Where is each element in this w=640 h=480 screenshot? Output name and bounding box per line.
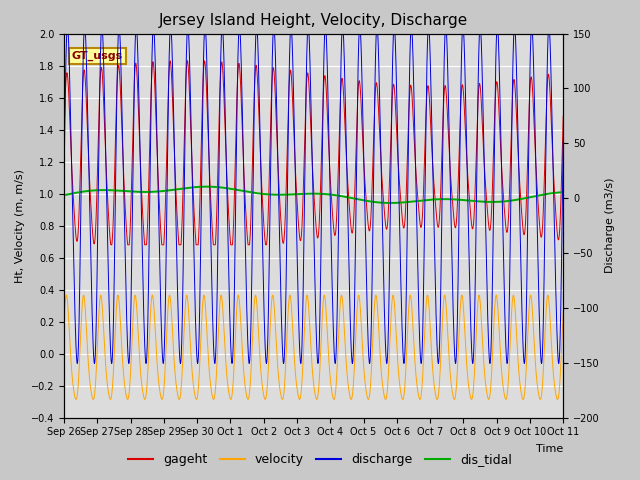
gageht: [184, 58, 191, 63]
dis_tidal: [387, 200, 394, 206]
velocity: [381, 396, 389, 402]
dis_tidal: [203, 184, 211, 190]
discharge: [511, 23, 518, 29]
dis_tidal: [150, 189, 157, 194]
Line: velocity: velocity: [64, 295, 563, 399]
Line: gageht: gageht: [64, 60, 563, 245]
Y-axis label: Discharge (m3/s): Discharge (m3/s): [605, 178, 615, 273]
velocity: [150, 301, 157, 307]
discharge: [454, 314, 461, 320]
gageht: [295, 225, 303, 231]
gageht: [107, 242, 115, 248]
dis_tidal: [559, 189, 567, 195]
X-axis label: Time: Time: [536, 444, 563, 455]
dis_tidal: [60, 192, 68, 198]
dis_tidal: [295, 191, 303, 197]
gageht: [426, 94, 433, 99]
discharge: [349, 360, 356, 366]
discharge: [60, 179, 68, 185]
velocity: [398, 394, 406, 400]
gageht: [150, 65, 157, 71]
discharge: [559, 138, 567, 144]
velocity: [559, 309, 567, 315]
dis_tidal: [454, 197, 461, 203]
dis_tidal: [426, 197, 433, 203]
gageht: [559, 130, 566, 136]
velocity: [166, 292, 173, 298]
discharge: [426, 27, 433, 33]
velocity: [559, 318, 566, 324]
dis_tidal: [559, 189, 566, 195]
velocity: [60, 320, 68, 326]
discharge: [150, 24, 157, 29]
gageht: [559, 113, 567, 119]
velocity: [454, 363, 461, 369]
Title: Jersey Island Height, Velocity, Discharge: Jersey Island Height, Velocity, Discharg…: [159, 13, 468, 28]
gageht: [454, 198, 461, 204]
gageht: [60, 134, 68, 140]
Line: dis_tidal: dis_tidal: [64, 187, 563, 203]
discharge: [559, 172, 566, 178]
velocity: [426, 308, 433, 313]
Line: discharge: discharge: [64, 26, 563, 363]
dis_tidal: [398, 200, 406, 205]
discharge: [397, 305, 405, 311]
Y-axis label: Ht, Velocity (m, m/s): Ht, Velocity (m, m/s): [15, 168, 25, 283]
Legend: gageht, velocity, discharge, dis_tidal: gageht, velocity, discharge, dis_tidal: [123, 448, 517, 471]
Text: GT_usgs: GT_usgs: [72, 50, 123, 61]
velocity: [295, 395, 303, 400]
gageht: [398, 208, 406, 214]
discharge: [294, 312, 302, 318]
